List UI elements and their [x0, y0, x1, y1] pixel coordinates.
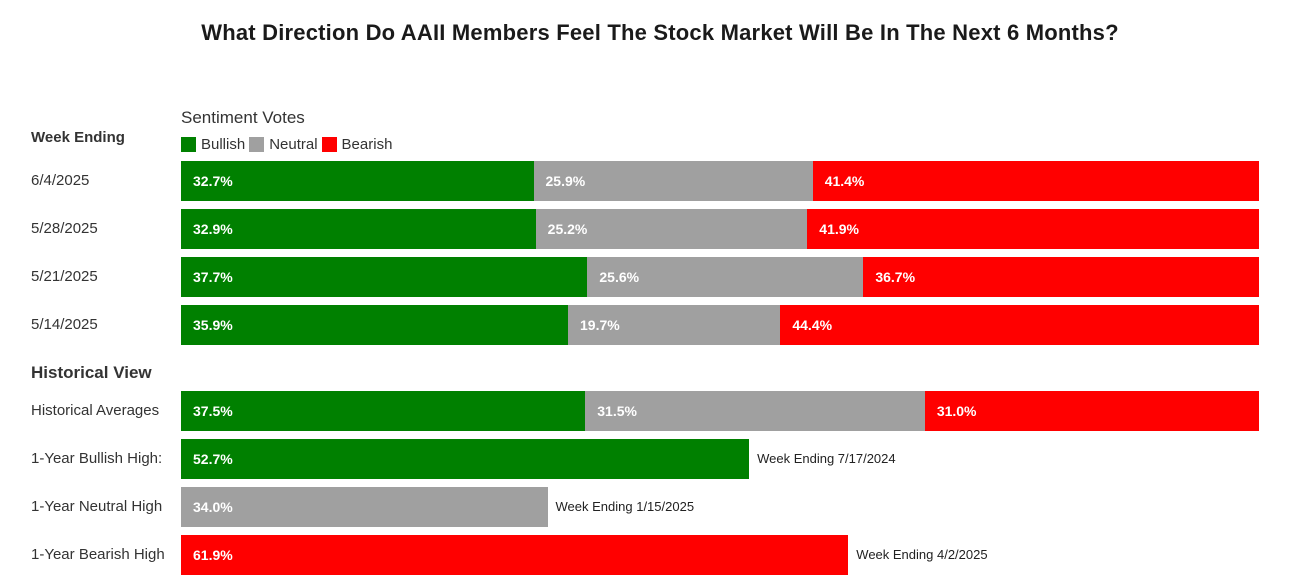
row-label-week-5-28-2025: 5/28/2025	[31, 220, 98, 237]
data-label-bearish-week-6-4-2025: 41.4%	[824, 173, 865, 189]
row-label-week-5-14-2025: 5/14/2025	[31, 316, 98, 333]
legend-title: Sentiment Votes	[181, 108, 305, 127]
stacked-bar-week-5-28-2025: 32.9% 25.2% 41.9%	[181, 209, 1259, 249]
bar-bearish-high: 61.9%	[181, 535, 849, 575]
data-label-neutral-week-6-4-2025: 25.9%	[545, 173, 586, 189]
legend-label-neutral: Neutral	[269, 136, 318, 153]
legend-swatch-bearish	[321, 137, 337, 152]
data-label-bullish-week-5-21-2025: 37.7%	[193, 269, 233, 285]
data-label-bearish-week-5-14-2025: 44.4%	[792, 317, 833, 333]
bar-segment-bullish-week-5-14-2025: 35.9%	[181, 305, 568, 345]
row-label-bullish-high: 1-Year Bullish High:	[31, 450, 163, 467]
bar-segment-bearish-historical-averages: 31.0%	[924, 391, 1259, 431]
stacked-bar-week-5-21-2025: 37.7% 25.6% 36.7%	[181, 257, 1259, 297]
legend: Bullish Neutral Bearish	[181, 136, 396, 153]
legend-label-bearish: Bearish	[341, 136, 393, 153]
row-label-neutral-high: 1-Year Neutral High	[31, 498, 163, 515]
bar-segment-bullish-week-5-28-2025: 32.9%	[181, 209, 536, 249]
data-label-neutral-high: 34.0%	[193, 499, 233, 515]
bar-segment-bearish-week-5-28-2025: 41.9%	[807, 209, 1259, 249]
data-label-bullish-week-5-14-2025: 35.9%	[193, 317, 233, 333]
bar-segment-neutral-historical-averages: 31.5%	[585, 391, 925, 431]
legend-item-bearish: Bearish	[321, 136, 393, 153]
data-label-bullish-high: 52.7%	[193, 451, 233, 467]
data-label-bearish-week-5-28-2025: 41.9%	[819, 221, 859, 237]
note-bullish-high: Week Ending 7/17/2024	[757, 451, 896, 466]
row-label-week-5-21-2025: 5/21/2025	[31, 268, 98, 285]
chart-title: What Direction Do AAII Members Feel The …	[201, 20, 1119, 45]
note-neutral-high: Week Ending 1/15/2025	[555, 499, 695, 514]
stacked-bar-week-6-4-2025: 32.7% 25.9% 41.4%	[181, 161, 1259, 201]
data-label-bullish-week-5-28-2025: 32.9%	[193, 221, 233, 237]
data-label-bearish-high: 61.9%	[193, 547, 233, 563]
legend-item-bullish: Bullish	[181, 136, 245, 153]
bar-segment-bearish-week-6-4-2025: 41.4%	[812, 161, 1259, 201]
data-label-neutral-week-5-21-2025: 25.6%	[599, 269, 640, 285]
data-label-bearish-historical-averages: 31.0%	[936, 403, 977, 419]
legend-label-bullish: Bullish	[201, 136, 246, 153]
data-label-neutral-week-5-28-2025: 25.2%	[547, 221, 588, 237]
bar-segment-bearish-week-5-14-2025: 44.4%	[780, 305, 1259, 345]
bar-segment-neutral-week-5-28-2025: 25.2%	[535, 209, 808, 249]
data-label-neutral-historical-averages: 31.5%	[597, 403, 637, 419]
legend-swatch-bullish	[181, 137, 196, 152]
bar-segment-bullish-week-6-4-2025: 32.7%	[181, 161, 534, 201]
row-label-week-6-4-2025: 6/4/2025	[31, 172, 90, 189]
legend-item-neutral: Neutral	[249, 136, 318, 153]
bar-segment-neutral-week-5-14-2025: 19.7%	[568, 305, 781, 345]
bar-bullish-high: 52.7%	[181, 439, 750, 479]
bar-segment-neutral-week-5-21-2025: 25.6%	[587, 257, 864, 297]
legend-swatch-neutral	[249, 137, 265, 152]
bar-segment-bullish-historical-averages: 37.5%	[181, 391, 586, 431]
historical-view-heading: Historical View	[31, 363, 152, 382]
row-label-bearish-high: 1-Year Bearish High	[31, 546, 165, 563]
bar-segment-neutral-week-6-4-2025: 25.9%	[533, 161, 813, 201]
stacked-bar-historical-averages: 37.5% 31.5% 31.0%	[181, 391, 1259, 431]
note-bearish-high: Week Ending 4/2/2025	[856, 547, 988, 562]
bar-segment-bearish-week-5-21-2025: 36.7%	[863, 257, 1259, 297]
bar-segment-bullish-week-5-21-2025: 37.7%	[181, 257, 588, 297]
week-ending-header: Week Ending	[31, 129, 125, 146]
row-label-historical-averages: Historical Averages	[31, 402, 160, 419]
data-label-bullish-week-6-4-2025: 32.7%	[193, 173, 233, 189]
data-label-bullish-historical-averages: 37.5%	[193, 403, 233, 419]
data-label-neutral-week-5-14-2025: 19.7%	[580, 317, 620, 333]
stacked-bar-week-5-14-2025: 35.9% 19.7% 44.4%	[181, 305, 1259, 345]
data-label-bearish-week-5-21-2025: 36.7%	[875, 269, 916, 285]
bar-neutral-high: 34.0%	[181, 487, 548, 527]
